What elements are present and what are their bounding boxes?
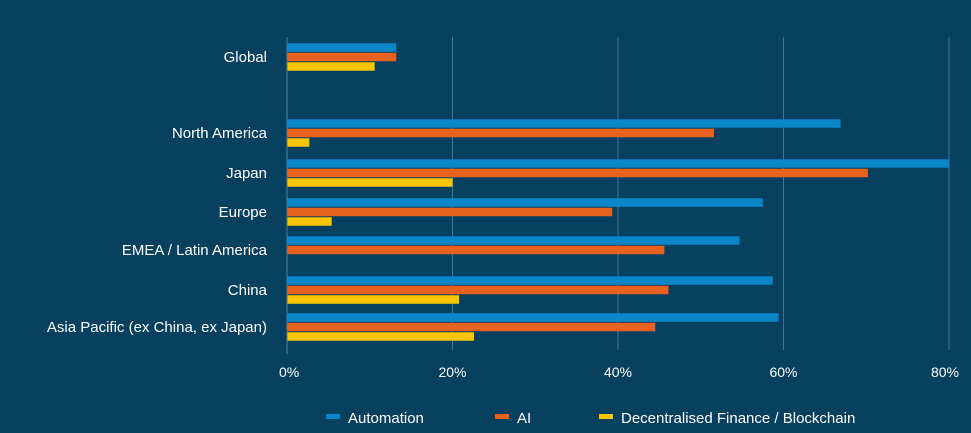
bar — [287, 62, 375, 71]
legend-swatch — [495, 414, 509, 419]
bar — [287, 285, 669, 295]
bar — [287, 52, 397, 62]
legend-swatch — [599, 414, 613, 419]
bar — [287, 245, 665, 255]
category-label: Global — [224, 49, 267, 66]
legend-item: AI — [495, 410, 531, 427]
x-tick-labels: 0% 20% 40% 60% 80% — [279, 364, 959, 380]
bar — [287, 236, 740, 245]
bar — [287, 217, 332, 226]
bar — [287, 119, 841, 128]
category-label: EMEA / Latin America — [122, 242, 268, 259]
legend-item: Automation — [326, 410, 424, 427]
x-tick-label: 20% — [438, 364, 466, 380]
category-label: China — [228, 282, 268, 299]
category-labels: Global North America Japan Europe EMEA / Lat… — [47, 49, 268, 336]
legend-swatch — [326, 414, 340, 419]
bar — [287, 207, 613, 217]
bar — [287, 178, 453, 187]
legend-label: Automation — [348, 410, 424, 427]
legend: Automation AI Decentralised Finance / Bloc… — [326, 410, 855, 427]
bar — [287, 322, 656, 332]
bar — [287, 276, 773, 285]
x-tick-label: 80% — [931, 364, 959, 380]
bar — [287, 295, 460, 304]
category-label: Asia Pacific (ex China, ex Japan) — [47, 319, 267, 336]
x-tick-label: 40% — [604, 364, 632, 380]
bar — [287, 313, 779, 322]
category-label: Europe — [219, 204, 267, 221]
x-tick-label: 0% — [279, 364, 299, 380]
legend-label: AI — [517, 410, 531, 427]
bars — [287, 43, 949, 341]
bar — [287, 138, 310, 147]
gridlines — [452, 37, 950, 350]
bar — [287, 198, 763, 207]
bar — [287, 159, 949, 168]
category-label: North America — [172, 125, 268, 142]
bar — [287, 128, 714, 138]
category-label: Japan — [226, 165, 267, 182]
legend-label: Decentralised Finance / Blockchain — [621, 410, 855, 427]
bar — [287, 168, 868, 178]
bar — [287, 332, 475, 341]
legend-item: Decentralised Finance / Blockchain — [599, 410, 855, 427]
x-tick-label: 60% — [769, 364, 797, 380]
bar — [287, 43, 397, 52]
